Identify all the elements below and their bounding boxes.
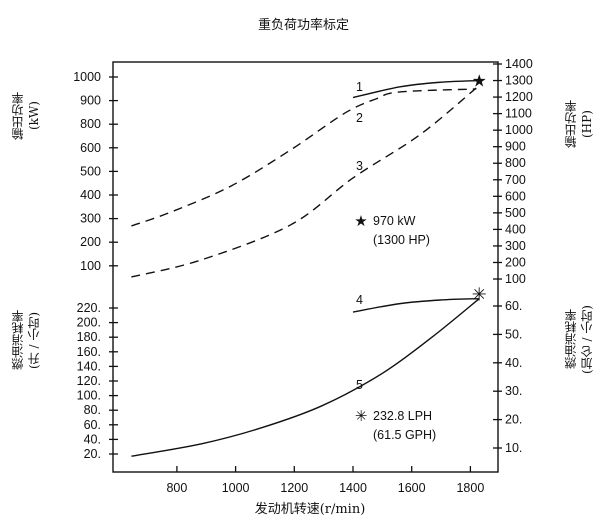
series-line-4: [352, 297, 480, 313]
series-label-1: 1: [356, 80, 363, 94]
kw-tick-label: 1000: [73, 70, 101, 84]
lph-tick-label: 140.: [77, 359, 101, 373]
kw-tick-label: 500: [80, 164, 101, 178]
hp-tick-label: 1300: [505, 74, 533, 88]
series-line-3: [131, 87, 477, 278]
star-icon: ★: [354, 212, 367, 230]
hp-tick-label: 800: [505, 156, 526, 170]
gph-tick-label: 50.: [505, 327, 522, 341]
lph-tick-label: 60.: [84, 418, 101, 432]
lph-tick-label: 20.: [84, 447, 101, 461]
gph-tick-label: 10.: [505, 441, 522, 455]
annotation-power-kw: 970 kW: [373, 214, 416, 228]
x-tick-label: 1400: [339, 481, 367, 495]
x-tick-label: 1200: [280, 481, 308, 495]
lph-tick-label: 120.: [77, 374, 101, 388]
kw-tick-label: 100: [80, 259, 101, 273]
hp-tick-label: 500: [505, 206, 526, 220]
hp-tick-label: 1000: [505, 123, 533, 137]
annotation-power-hp: (1300 HP): [373, 233, 430, 247]
star-icon: ★: [472, 72, 487, 92]
hp-tick-label: 400: [505, 222, 526, 236]
kw-tick-label: 400: [80, 188, 101, 202]
annotation-fuel-gph: (61.5 GPH): [373, 428, 436, 442]
hp-tick-label: 600: [505, 189, 526, 203]
series-label-5: 5: [356, 378, 363, 392]
lph-tick-label: 160.: [77, 345, 101, 359]
plot-frame: [112, 61, 499, 473]
hp-tick-label: 200: [505, 255, 526, 269]
series-label-4: 4: [356, 293, 363, 307]
series-label-2: 2: [356, 111, 363, 125]
kw-tick-label: 600: [80, 141, 101, 155]
chart-title: 重负荷功率标定: [257, 18, 349, 33]
lph-tick-label: 180.: [77, 330, 101, 344]
lph-tick-label: 220.: [77, 301, 101, 315]
gph-tick-label: 20.: [505, 413, 522, 427]
lph-tick-label: 200.: [77, 316, 101, 330]
hp-tick-label: 1100: [505, 107, 532, 121]
lph-tick-label: 40.: [84, 432, 101, 446]
x-tick-label: 1800: [456, 481, 484, 495]
hp-tick-label: 100: [505, 272, 526, 286]
hp-tick-label: 1400: [505, 57, 533, 71]
hp-tick-label: 1200: [505, 90, 533, 104]
annotation-fuel-lph: 232.8 LPH: [373, 409, 432, 423]
gph-tick-label: 40.: [505, 356, 522, 370]
series-line-2: [131, 88, 477, 227]
hp-tick-label: 900: [505, 140, 526, 154]
lph-tick-label: 80.: [84, 403, 101, 417]
kw-tick-label: 300: [80, 212, 101, 226]
kw-tick-label: 800: [80, 117, 101, 131]
x-axis-label: 发动机转速(r/min): [254, 502, 366, 517]
hp-tick-label: 300: [505, 239, 526, 253]
series-line-5: [131, 298, 480, 457]
kw-tick-label: 200: [80, 235, 101, 249]
series-line-1: [352, 79, 480, 99]
x-tick-label: 1000: [222, 481, 250, 495]
gph-tick-label: 30.: [505, 384, 522, 398]
kw-tick-label: 900: [80, 94, 101, 108]
series-label-3: 3: [356, 159, 363, 173]
x-tick-label: 1600: [398, 481, 426, 495]
x-tick-label: 800: [166, 481, 187, 495]
hp-tick-label: 700: [505, 173, 526, 187]
asterisk-icon: ✳: [472, 285, 487, 306]
asterisk-icon: ✳: [355, 407, 368, 425]
lph-tick-label: 100.: [77, 389, 101, 403]
gph-tick-label: 60.: [505, 299, 522, 313]
